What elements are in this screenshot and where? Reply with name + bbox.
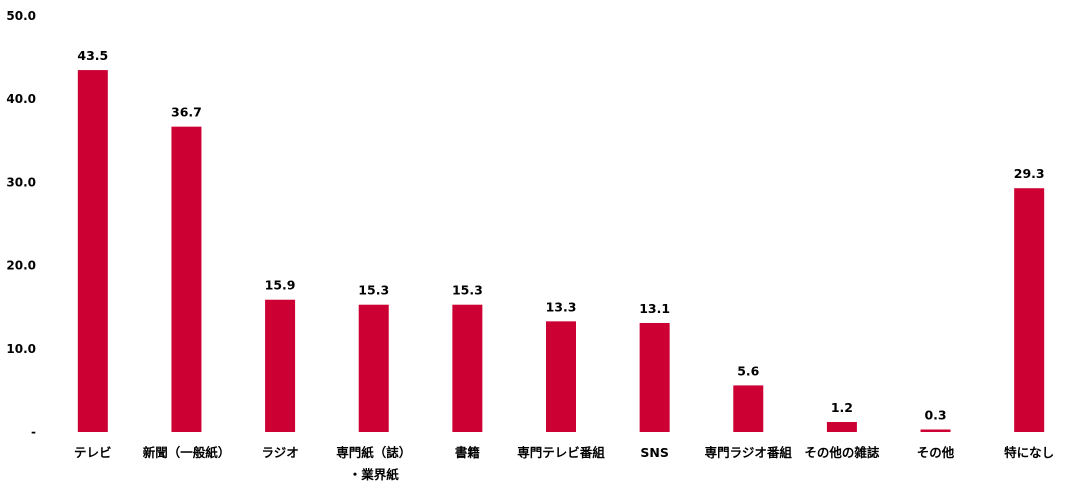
bar — [920, 429, 951, 432]
bar — [546, 321, 576, 432]
data-label: 43.5 — [77, 48, 108, 63]
data-label: 15.3 — [452, 283, 483, 298]
x-tick-label: 書籍 — [455, 445, 481, 460]
bar — [77, 70, 108, 432]
x-tick-label: テレビ — [74, 445, 112, 460]
bar — [171, 126, 202, 432]
y-tick-label: 50.0 — [6, 9, 36, 23]
x-tick-label: ラジオ — [261, 445, 298, 460]
y-tick-label: 40.0 — [6, 92, 36, 106]
bar — [733, 385, 764, 432]
x-tick-label: 特になし — [1004, 445, 1054, 460]
data-label: 5.6 — [737, 363, 759, 378]
y-axis: - 10.0 20.0 30.0 40.0 50.0 — [6, 9, 36, 439]
data-label: 1.2 — [831, 400, 853, 415]
data-label: 15.3 — [358, 283, 389, 298]
x-tick-label: 専門ラジオ番組 — [705, 445, 793, 460]
x-tick-label: その他の雑誌 — [804, 445, 880, 460]
data-label: 29.3 — [1014, 166, 1045, 181]
x-tick-label: 専門テレビ番組 — [517, 445, 605, 460]
bar — [452, 304, 483, 432]
data-label: 13.1 — [639, 301, 670, 316]
y-tick-label: 10.0 — [6, 342, 36, 356]
bar — [265, 299, 296, 432]
y-tick-label: 20.0 — [6, 259, 36, 273]
x-tick-label: 専門紙（誌） — [336, 445, 411, 460]
x-tick-label: その他 — [917, 445, 955, 460]
x-tick-label: ・業界紙 — [349, 467, 400, 482]
bars — [77, 70, 1045, 432]
data-labels: 43.5 36.7 15.9 15.3 15.3 13.3 13.1 5.6 1.2 0.3 29.… — [77, 48, 1044, 422]
bar — [826, 422, 857, 432]
bar — [1014, 188, 1045, 432]
bar — [358, 304, 389, 432]
x-axis: テレビ 新聞（一般紙） ラジオ 専門紙（誌） ・業界紙 書籍 専門テレビ番組 SNS 専門ラジオ… — [74, 445, 1054, 482]
y-tick-label: - — [31, 425, 36, 439]
data-label: 13.3 — [546, 299, 577, 314]
x-tick-label: 新聞（一般紙） — [143, 445, 231, 460]
data-label: 15.9 — [265, 278, 296, 293]
x-tick-label: SNS — [640, 445, 668, 460]
y-tick-label: 30.0 — [6, 175, 36, 189]
bar — [639, 323, 670, 432]
data-label: 36.7 — [171, 105, 202, 120]
data-label: 0.3 — [924, 408, 946, 423]
